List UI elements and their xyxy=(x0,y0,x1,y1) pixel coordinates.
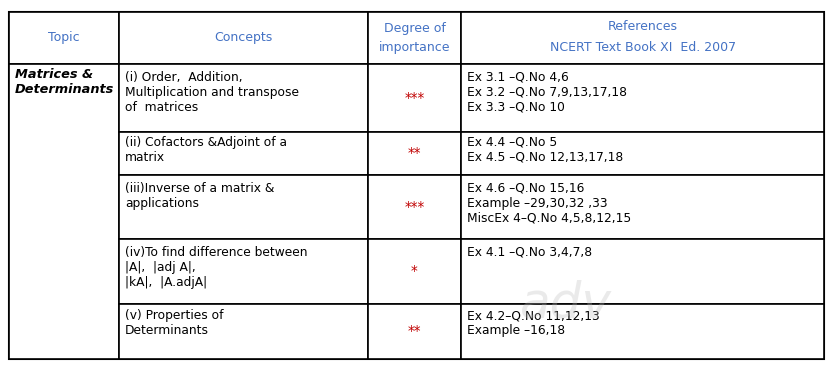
Text: **: ** xyxy=(407,324,421,338)
Bar xyxy=(461,239,824,303)
Bar xyxy=(461,132,824,175)
Text: (v) Properties of
Determinants: (v) Properties of Determinants xyxy=(125,309,223,337)
Bar xyxy=(119,175,367,239)
Bar xyxy=(119,239,367,303)
Bar xyxy=(9,12,119,64)
Text: NCERT Text Book XI  Ed. 2007: NCERT Text Book XI Ed. 2007 xyxy=(550,41,736,54)
Bar xyxy=(461,175,824,239)
Text: importance: importance xyxy=(379,41,450,54)
Bar xyxy=(367,239,461,303)
Bar xyxy=(367,132,461,175)
Text: Ex 4.6 –Q.No 15,16
Example –29,30,32 ,33
MiscEx 4–Q.No 4,5,8,12,15: Ex 4.6 –Q.No 15,16 Example –29,30,32 ,33… xyxy=(467,181,631,224)
Text: Topic: Topic xyxy=(48,31,80,45)
Bar xyxy=(119,132,367,175)
Text: References: References xyxy=(607,20,678,33)
Bar xyxy=(367,64,461,132)
Text: (ii) Cofactors &Adjoint of a
matrix: (ii) Cofactors &Adjoint of a matrix xyxy=(125,136,287,164)
Text: **: ** xyxy=(407,147,421,160)
Text: Concepts: Concepts xyxy=(214,31,272,45)
Bar xyxy=(461,303,824,359)
Text: *: * xyxy=(412,265,418,279)
Bar xyxy=(367,303,461,359)
Text: Ex 3.1 –Q.No 4,6
Ex 3.2 –Q.No 7,9,13,17,18
Ex 3.3 –Q.No 10: Ex 3.1 –Q.No 4,6 Ex 3.2 –Q.No 7,9,13,17,… xyxy=(467,70,627,114)
Text: Ex 4.1 –Q.No 3,4,7,8: Ex 4.1 –Q.No 3,4,7,8 xyxy=(467,246,592,259)
Bar xyxy=(461,64,824,132)
Bar xyxy=(367,175,461,239)
Text: Ex 4.4 –Q.No 5
Ex 4.5 –Q.No 12,13,17,18: Ex 4.4 –Q.No 5 Ex 4.5 –Q.No 12,13,17,18 xyxy=(467,136,623,164)
Bar xyxy=(119,303,367,359)
Text: (i) Order,  Addition,
Multiplication and transpose
of  matrices: (i) Order, Addition, Multiplication and … xyxy=(125,70,299,114)
Text: ***: *** xyxy=(404,91,425,105)
Bar xyxy=(367,12,461,64)
Bar xyxy=(461,12,824,64)
Text: Matrices &
Determinants: Matrices & Determinants xyxy=(15,68,114,96)
Bar xyxy=(9,64,119,359)
Text: adv: adv xyxy=(520,280,612,328)
Text: (iv)To find difference between
|A|,  |adj A|,
|kA|,  |A.adjA|: (iv)To find difference between |A|, |adj… xyxy=(125,246,307,289)
Text: (iii)Inverse of a matrix &
applications: (iii)Inverse of a matrix & applications xyxy=(125,181,274,210)
Text: ***: *** xyxy=(404,200,425,214)
Text: Ex 4.2–Q.No 11,12,13
Example –16,18: Ex 4.2–Q.No 11,12,13 Example –16,18 xyxy=(467,309,600,337)
Bar xyxy=(119,12,367,64)
Bar xyxy=(119,64,367,132)
Text: Degree of: Degree of xyxy=(383,22,446,35)
